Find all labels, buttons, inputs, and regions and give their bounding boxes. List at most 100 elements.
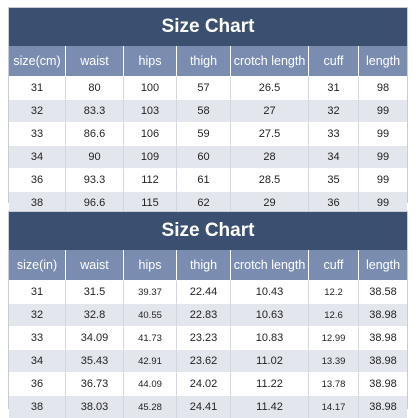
table-cell: 32 bbox=[9, 303, 65, 326]
table-cell: 35.43 bbox=[65, 349, 123, 372]
table-cell: 31.5 bbox=[65, 280, 123, 303]
column-header-cuff: cuff bbox=[308, 46, 358, 76]
table-cell: 36 bbox=[9, 168, 65, 191]
column-header-cuff: cuff bbox=[308, 250, 358, 280]
table-header-row: size(cm) waist hips thigh crotch length … bbox=[9, 46, 407, 76]
table-cell: 10.43 bbox=[230, 280, 308, 303]
column-header-thigh: thigh bbox=[176, 46, 230, 76]
table-cell: 11.02 bbox=[230, 349, 308, 372]
table-cell: 38.03 bbox=[65, 395, 123, 418]
table-cell: 59 bbox=[176, 122, 230, 145]
size-table-cm: size(cm) waist hips thigh crotch length … bbox=[9, 46, 407, 214]
table-cell: 22.83 bbox=[176, 303, 230, 326]
table-cell: 31 bbox=[9, 280, 65, 303]
table-cell: 58 bbox=[176, 99, 230, 122]
table-row: 36 93.3 112 61 28.5 35 99 bbox=[9, 168, 407, 191]
table-cell: 14.17 bbox=[308, 395, 358, 418]
table-cell: 27 bbox=[230, 99, 308, 122]
table-cell: 34 bbox=[9, 349, 65, 372]
table-cell: 98 bbox=[358, 76, 407, 99]
table-cell: 26.5 bbox=[230, 76, 308, 99]
table-cell: 38.98 bbox=[358, 395, 407, 418]
table-cell: 32 bbox=[9, 99, 65, 122]
table-cell: 32 bbox=[308, 99, 358, 122]
table-cell: 99 bbox=[358, 122, 407, 145]
table-cell: 13.39 bbox=[308, 349, 358, 372]
table-cell: 33 bbox=[9, 326, 65, 349]
table-cell: 38.98 bbox=[358, 303, 407, 326]
table-cell: 96.6 bbox=[65, 191, 123, 214]
table-cell: 28 bbox=[230, 145, 308, 168]
table-cell: 57 bbox=[176, 76, 230, 99]
table-cell: 115 bbox=[123, 191, 176, 214]
column-header-waist: waist bbox=[65, 46, 123, 76]
table-cell: 34 bbox=[308, 145, 358, 168]
column-header-waist: waist bbox=[65, 250, 123, 280]
table-cell: 33 bbox=[308, 122, 358, 145]
table-cell: 12.2 bbox=[308, 280, 358, 303]
table-cell: 38.98 bbox=[358, 372, 407, 395]
column-header-length: length bbox=[358, 46, 407, 76]
table-cell: 34 bbox=[9, 145, 65, 168]
table-cell: 31 bbox=[308, 76, 358, 99]
table-cell: 32.8 bbox=[65, 303, 123, 326]
table-cell: 33 bbox=[9, 122, 65, 145]
table-row: 36 36.73 44.09 24.02 11.22 13.78 38.98 bbox=[9, 372, 407, 395]
column-header-length: length bbox=[358, 250, 407, 280]
table-cell: 100 bbox=[123, 76, 176, 99]
column-header-hips: hips bbox=[123, 250, 176, 280]
table-cell: 10.83 bbox=[230, 326, 308, 349]
table-cell: 60 bbox=[176, 145, 230, 168]
table-cell: 12.99 bbox=[308, 326, 358, 349]
table-cell: 83.3 bbox=[65, 99, 123, 122]
table-cell: 36 bbox=[9, 372, 65, 395]
table-cell: 22.44 bbox=[176, 280, 230, 303]
table-cell: 28.5 bbox=[230, 168, 308, 191]
table-cell: 11.42 bbox=[230, 395, 308, 418]
table-cell: 38 bbox=[9, 191, 65, 214]
table-row: 34 35.43 42.91 23.62 11.02 13.39 38.98 bbox=[9, 349, 407, 372]
table-row: 31 80 100 57 26.5 31 98 bbox=[9, 76, 407, 99]
table-row: 32 83.3 103 58 27 32 99 bbox=[9, 99, 407, 122]
table-row: 33 86.6 106 59 27.5 33 99 bbox=[9, 122, 407, 145]
table-cell: 36 bbox=[308, 191, 358, 214]
chart-title: Size Chart bbox=[9, 8, 407, 46]
table-row: 32 32.8 40.55 22.83 10.63 12.6 38.98 bbox=[9, 303, 407, 326]
table-cell: 61 bbox=[176, 168, 230, 191]
table-cell: 38 bbox=[9, 395, 65, 418]
table-cell: 86.6 bbox=[65, 122, 123, 145]
table-cell: 13.78 bbox=[308, 372, 358, 395]
table-cell: 41.73 bbox=[123, 326, 176, 349]
table-row: 38 38.03 45.28 24.41 11.42 14.17 38.98 bbox=[9, 395, 407, 418]
table-cell: 35 bbox=[308, 168, 358, 191]
table-row: 33 34.09 41.73 23.23 10.83 12.99 38.98 bbox=[9, 326, 407, 349]
table-cell: 11.22 bbox=[230, 372, 308, 395]
table-cell: 99 bbox=[358, 145, 407, 168]
table-cell: 29 bbox=[230, 191, 308, 214]
table-cell: 24.41 bbox=[176, 395, 230, 418]
column-header-thigh: thigh bbox=[176, 250, 230, 280]
table-row: 38 96.6 115 62 29 36 99 bbox=[9, 191, 407, 214]
table-cell: 103 bbox=[123, 99, 176, 122]
table-cell: 42.91 bbox=[123, 349, 176, 372]
table-cell: 99 bbox=[358, 191, 407, 214]
table-cell: 10.63 bbox=[230, 303, 308, 326]
table-cell: 112 bbox=[123, 168, 176, 191]
table-cell: 45.28 bbox=[123, 395, 176, 418]
table-cell: 31 bbox=[9, 76, 65, 99]
table-cell: 23.23 bbox=[176, 326, 230, 349]
size-chart-cm: Size Chart size(cm) waist hips thigh cro… bbox=[8, 7, 408, 214]
table-cell: 24.02 bbox=[176, 372, 230, 395]
table-cell: 80 bbox=[65, 76, 123, 99]
table-cell: 106 bbox=[123, 122, 176, 145]
size-chart-inches: Size Chart size(in) waist hips thigh cro… bbox=[8, 211, 408, 418]
table-cell: 38.58 bbox=[358, 280, 407, 303]
table-cell: 99 bbox=[358, 168, 407, 191]
table-cell: 99 bbox=[358, 99, 407, 122]
table-cell: 40.55 bbox=[123, 303, 176, 326]
table-cell: 109 bbox=[123, 145, 176, 168]
table-cell: 34.09 bbox=[65, 326, 123, 349]
table-cell: 44.09 bbox=[123, 372, 176, 395]
column-header-size: size(cm) bbox=[9, 46, 65, 76]
chart-title: Size Chart bbox=[9, 212, 407, 250]
